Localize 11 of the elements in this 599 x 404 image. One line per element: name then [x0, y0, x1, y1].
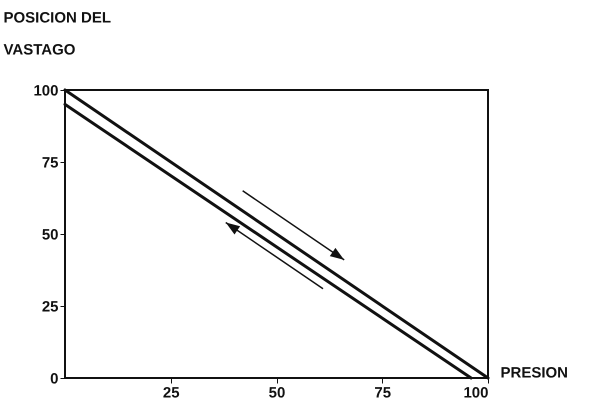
y-tick-label: 100	[33, 82, 58, 100]
y-tick-label: 75	[42, 154, 58, 172]
x-tick-label: 25	[162, 384, 180, 402]
y-tick-label: 50	[42, 226, 58, 244]
x-tick-label: 50	[268, 384, 286, 402]
x-axis-title: PRESION	[500, 364, 568, 382]
x-tick-label: 100	[463, 384, 488, 402]
y-axis-title: POSICION DEL VASTAGO	[4, 10, 112, 58]
y-tick-label: 0	[50, 370, 58, 388]
x-tick-label: 75	[374, 384, 392, 402]
y-tick-label: 25	[42, 298, 58, 316]
